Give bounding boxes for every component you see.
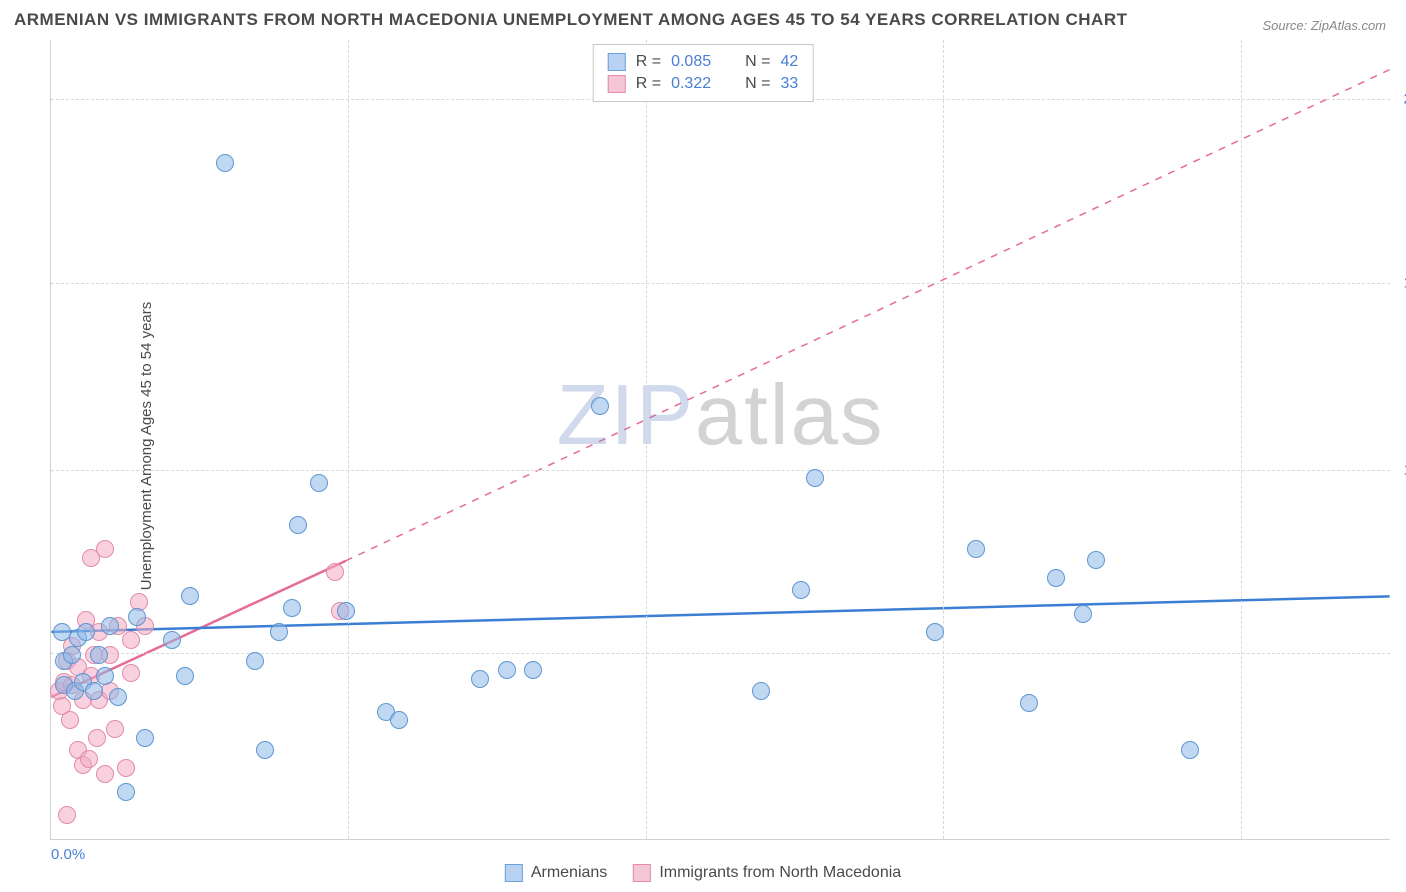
- blue-marker: [63, 646, 81, 664]
- pink-marker: [117, 759, 135, 777]
- legend-r-value-pink: 0.322: [671, 75, 711, 93]
- gridline-v: [1241, 40, 1242, 839]
- legend-swatch-pink: [608, 75, 626, 93]
- blue-marker: [270, 623, 288, 641]
- blue-marker: [390, 711, 408, 729]
- pink-marker: [88, 729, 106, 747]
- pink-marker: [326, 563, 344, 581]
- pink-marker: [122, 631, 140, 649]
- legend-swatch-blue: [608, 53, 626, 71]
- legend-swatch-pink: [633, 864, 651, 882]
- pink-marker: [58, 806, 76, 824]
- blue-marker: [926, 623, 944, 641]
- blue-marker: [1020, 694, 1038, 712]
- legend-stats-row-blue: R = 0.085 N = 42: [608, 51, 799, 73]
- blue-marker: [176, 667, 194, 685]
- blue-marker: [256, 741, 274, 759]
- watermark: ZIPatlas: [557, 367, 885, 465]
- chart-plot-area: ZIPatlas 6.3%12.5%18.8%25.0%0.0%50.0%: [50, 40, 1390, 840]
- blue-marker: [109, 688, 127, 706]
- blue-marker: [1047, 569, 1065, 587]
- legend-n-label: N =: [745, 53, 770, 71]
- legend-n-value-blue: 42: [780, 53, 798, 71]
- legend-stats: R = 0.085 N = 42 R = 0.322 N = 33: [593, 44, 814, 102]
- blue-marker: [283, 599, 301, 617]
- legend-stats-row-pink: R = 0.322 N = 33: [608, 73, 799, 95]
- blue-marker: [967, 540, 985, 558]
- blue-marker: [591, 397, 609, 415]
- legend-r-label: R =: [636, 75, 661, 93]
- blue-marker: [128, 608, 146, 626]
- legend-label-blue: Armenians: [531, 864, 607, 882]
- blue-marker: [1074, 605, 1092, 623]
- legend-r-label: R =: [636, 53, 661, 71]
- blue-marker: [498, 661, 516, 679]
- blue-marker: [101, 617, 119, 635]
- gridline-h: [51, 470, 1390, 471]
- blue-marker: [96, 667, 114, 685]
- gridline-h: [51, 283, 1390, 284]
- x-tick-min: 0.0%: [51, 846, 85, 863]
- legend-r-value-blue: 0.085: [671, 53, 711, 71]
- blue-marker: [337, 602, 355, 620]
- blue-marker: [289, 516, 307, 534]
- pink-marker: [96, 540, 114, 558]
- watermark-zip: ZIP: [557, 368, 695, 463]
- blue-marker: [471, 670, 489, 688]
- chart-source: Source: ZipAtlas.com: [1262, 18, 1386, 33]
- pink-marker: [80, 750, 98, 768]
- blue-marker: [524, 661, 542, 679]
- legend-item-pink: Immigrants from North Macedonia: [633, 864, 901, 882]
- legend-n-value-pink: 33: [780, 75, 798, 93]
- pink-marker: [96, 765, 114, 783]
- legend-series: Armenians Immigrants from North Macedoni…: [505, 864, 901, 882]
- blue-marker: [77, 623, 95, 641]
- pink-marker: [106, 720, 124, 738]
- blue-marker: [1087, 551, 1105, 569]
- gridline-v: [646, 40, 647, 839]
- trend-lines-layer: [51, 40, 1390, 839]
- gridline-v: [348, 40, 349, 839]
- blue-marker: [90, 646, 108, 664]
- pink-marker: [61, 711, 79, 729]
- blue-marker: [181, 587, 199, 605]
- legend-n-label: N =: [745, 75, 770, 93]
- pink-marker: [122, 664, 140, 682]
- y-tick-label: 6.3%: [1396, 645, 1406, 662]
- blue-marker: [806, 469, 824, 487]
- blue-marker: [1181, 741, 1199, 759]
- blue-marker: [163, 631, 181, 649]
- blue-marker: [117, 783, 135, 801]
- blue-marker: [752, 682, 770, 700]
- blue-marker: [85, 682, 103, 700]
- y-tick-label: 12.5%: [1396, 461, 1406, 478]
- legend-label-pink: Immigrants from North Macedonia: [659, 864, 901, 882]
- legend-swatch-blue: [505, 864, 523, 882]
- gridline-v: [943, 40, 944, 839]
- legend-item-blue: Armenians: [505, 864, 607, 882]
- chart-title: ARMENIAN VS IMMIGRANTS FROM NORTH MACEDO…: [14, 10, 1128, 30]
- blue-marker: [136, 729, 154, 747]
- y-tick-label: 18.8%: [1396, 274, 1406, 291]
- watermark-atlas: atlas: [695, 368, 885, 463]
- blue-marker: [246, 652, 264, 670]
- blue-marker: [216, 154, 234, 172]
- blue-marker: [792, 581, 810, 599]
- blue-marker: [310, 474, 328, 492]
- y-tick-label: 25.0%: [1396, 91, 1406, 108]
